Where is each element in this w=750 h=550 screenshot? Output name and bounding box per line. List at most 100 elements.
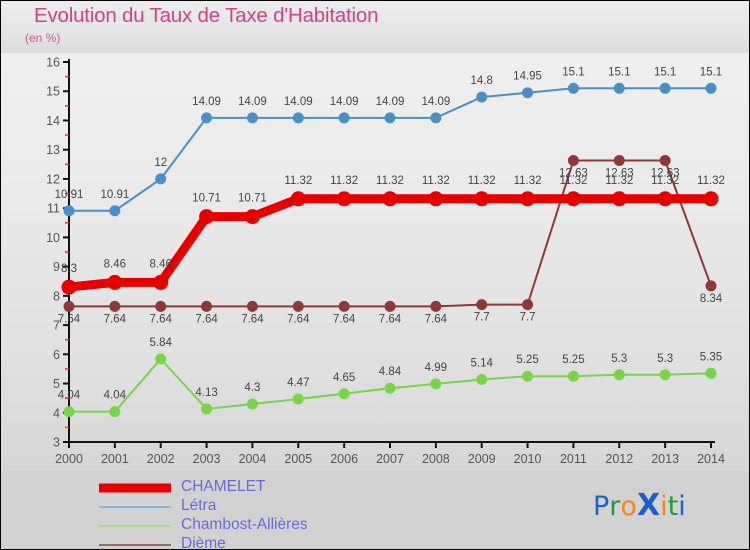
data-point <box>567 155 579 167</box>
data-point-label: 10.91 <box>55 189 84 201</box>
data-point <box>522 87 534 99</box>
x-axis-tick-label: 2011 <box>560 452 587 466</box>
data-point-label: 7.7 <box>520 312 536 324</box>
data-point <box>613 369 625 381</box>
data-point <box>338 300 350 312</box>
x-axis-tick-label: 2013 <box>651 452 679 466</box>
data-point <box>474 191 490 207</box>
legend-label: Chambost-Allières <box>181 516 308 533</box>
data-point <box>428 191 444 207</box>
data-point-label: 4.65 <box>333 372 355 384</box>
data-point <box>384 300 396 312</box>
data-point <box>705 367 717 379</box>
data-point-label: 11.32 <box>559 175 587 187</box>
y-axis-tick-label: 6 <box>53 348 60 362</box>
data-point <box>384 112 396 124</box>
series-chambost-alli-res: 4.04 4.04 5.84 4.13 4.3 4.47 4.65 4.84 4.99 5.14 5… <box>58 337 722 418</box>
y-axis-tick-label: 8 <box>53 289 60 303</box>
data-point <box>109 205 121 217</box>
data-point <box>338 388 350 400</box>
data-point <box>63 205 75 217</box>
data-point <box>292 393 304 405</box>
x-axis-tick-label: 2009 <box>468 452 496 466</box>
data-point <box>522 299 534 311</box>
proxiti-logo: ProXiti <box>593 488 686 523</box>
data-point <box>659 369 671 381</box>
legend-label: CHAMELET <box>181 478 266 495</box>
data-point-label: 15.1 <box>700 66 722 78</box>
data-point <box>703 191 719 207</box>
data-point <box>336 191 352 207</box>
data-point-label: 7.64 <box>150 313 173 325</box>
chart-subtitle: (en %) <box>25 31 61 45</box>
data-point-label: 5.3 <box>611 353 627 365</box>
y-axis-tick-label: 10 <box>46 231 60 245</box>
x-axis-tick-label: 2001 <box>101 452 129 466</box>
data-point-label: 5.14 <box>471 357 494 369</box>
data-point-label: 15.1 <box>562 66 584 78</box>
data-point-label: 12.63 <box>651 168 680 180</box>
legend-label: Létra <box>181 497 217 514</box>
data-point-label: 15.1 <box>608 66 630 78</box>
series-line <box>64 194 716 292</box>
data-point-label: 4.13 <box>195 387 217 399</box>
legend-swatch <box>99 483 171 493</box>
chart-canvas: 3 4 5 6 7 8 9 10 11 12 13 14 15 16 2000 2001 2002 2003 200… <box>46 56 725 467</box>
x-axis-tick-label: 2003 <box>193 452 221 466</box>
series-l-tra: 10.91 10.91 12 14.09 14.09 14.09 14.09 14.09 14.… <box>55 66 722 217</box>
data-point <box>290 191 306 207</box>
data-point <box>613 155 625 167</box>
data-point-label: 14.09 <box>192 96 221 108</box>
y-axis-tick-label: 12 <box>46 172 60 186</box>
data-point-label: 4.3 <box>244 382 260 394</box>
data-point-label: 14.09 <box>284 96 313 108</box>
data-point-label: 4.47 <box>287 377 309 389</box>
data-point-label: 7.64 <box>195 313 218 325</box>
x-axis-tick-label: 2000 <box>55 452 83 466</box>
data-point-label: 14.09 <box>376 96 405 108</box>
data-point <box>61 279 77 295</box>
data-point <box>292 300 304 312</box>
logo-letter: i <box>660 491 668 522</box>
data-point <box>565 191 581 207</box>
y-axis-tick-label: 16 <box>46 56 60 70</box>
data-point <box>246 112 258 124</box>
y-axis-tick-label: 5 <box>53 377 60 391</box>
data-point-label: 10.71 <box>238 193 267 205</box>
data-point <box>199 209 215 225</box>
x-axis-tick-label: 2010 <box>514 452 542 466</box>
data-point <box>705 82 717 94</box>
data-point-label: 7.64 <box>379 313 402 325</box>
x-axis-tick-label: 2006 <box>330 452 358 466</box>
data-point <box>476 91 488 103</box>
y-axis-tick-label: 11 <box>47 202 60 216</box>
data-point-label: 7.7 <box>474 312 490 324</box>
data-point-label: 11.32 <box>605 175 633 187</box>
data-point <box>705 280 717 292</box>
data-point <box>384 382 396 394</box>
data-point <box>63 300 75 312</box>
data-point-label: 7.64 <box>241 313 264 325</box>
data-point-label: 4.04 <box>58 390 81 402</box>
data-point <box>109 300 121 312</box>
data-point <box>201 112 213 124</box>
data-point-label: 14.09 <box>238 96 267 108</box>
data-point-label: 12.63 <box>559 168 588 180</box>
data-point-label: 10.91 <box>100 189 129 201</box>
data-point-label: 8.46 <box>150 258 172 270</box>
data-point-label: 5.84 <box>150 337 173 349</box>
plot-area: 3 4 5 6 7 8 9 10 11 12 13 14 15 16 2000 2001 2002 2003 200… <box>1 53 749 471</box>
data-point-label: 11.32 <box>376 175 404 187</box>
y-axis-tick-label: 9 <box>53 260 60 274</box>
x-axis-tick-label: 2002 <box>147 452 175 466</box>
page-title: Evolution du Taux de Taxe d'Habitation <box>34 4 379 27</box>
data-point <box>430 378 442 390</box>
legend-swatch <box>99 506 171 508</box>
data-point <box>659 155 671 167</box>
logo-letter: i <box>678 491 686 522</box>
data-point <box>430 300 442 312</box>
data-point <box>567 82 579 94</box>
legend-label: Dième <box>181 535 226 550</box>
x-axis-tick-label: 2014 <box>697 452 725 466</box>
data-point-label: 10.71 <box>192 193 221 205</box>
